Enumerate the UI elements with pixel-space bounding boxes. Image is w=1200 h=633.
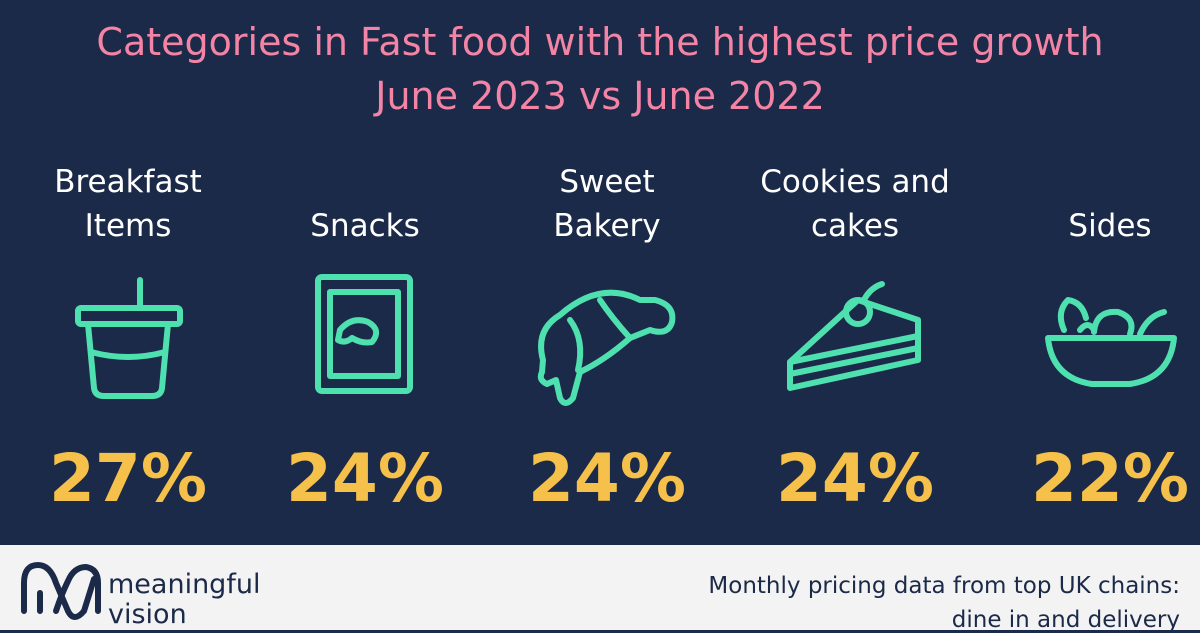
- brand-line: meaningful: [108, 569, 261, 600]
- label-line: Sweet: [559, 164, 655, 200]
- labels: Breakfast Items Snacks Sweet Bakery Cookies a…: [0, 160, 1200, 248]
- subtitle: June 2023 vs June 2022: [375, 74, 825, 118]
- icon-cake: [787, 281, 921, 391]
- icon-salad: [1045, 297, 1177, 387]
- item-label: Sides: [980, 204, 1200, 248]
- label-line: Cookies and: [760, 164, 950, 200]
- item-label: Sweet Bakery: [477, 160, 737, 248]
- item-label: Breakfast Items: [0, 160, 258, 248]
- icons: [75, 274, 1177, 406]
- footer-note: Monthly pricing data from top UK chains:: [708, 573, 1180, 599]
- logo: [21, 561, 101, 620]
- title: Categories in Fast food with the highest…: [96, 20, 1104, 64]
- label-line: Bakery: [553, 208, 661, 244]
- item-value: 27%: [49, 440, 207, 517]
- icon-croissant: [537, 289, 676, 406]
- label-line: cakes: [810, 208, 900, 244]
- brand-line: vision: [108, 599, 187, 630]
- item-value: 22%: [1031, 440, 1189, 517]
- label-line: Sides: [1068, 208, 1152, 244]
- label-line: Items: [84, 208, 172, 244]
- item-label: Snacks: [235, 204, 495, 248]
- item-label: Cookies and cakes: [725, 160, 985, 248]
- footer: meaningful vision Monthly pricing data f…: [0, 545, 1200, 633]
- icon-cup: [75, 277, 183, 399]
- label-line: Snacks: [310, 208, 420, 244]
- icon-snack-bag: [315, 274, 413, 394]
- item-value: 24%: [776, 440, 934, 517]
- footer-note: dine in and delivery: [951, 607, 1180, 633]
- label-line: Breakfast: [54, 164, 202, 200]
- item-value: 24%: [528, 440, 686, 517]
- item-value: 24%: [286, 440, 444, 517]
